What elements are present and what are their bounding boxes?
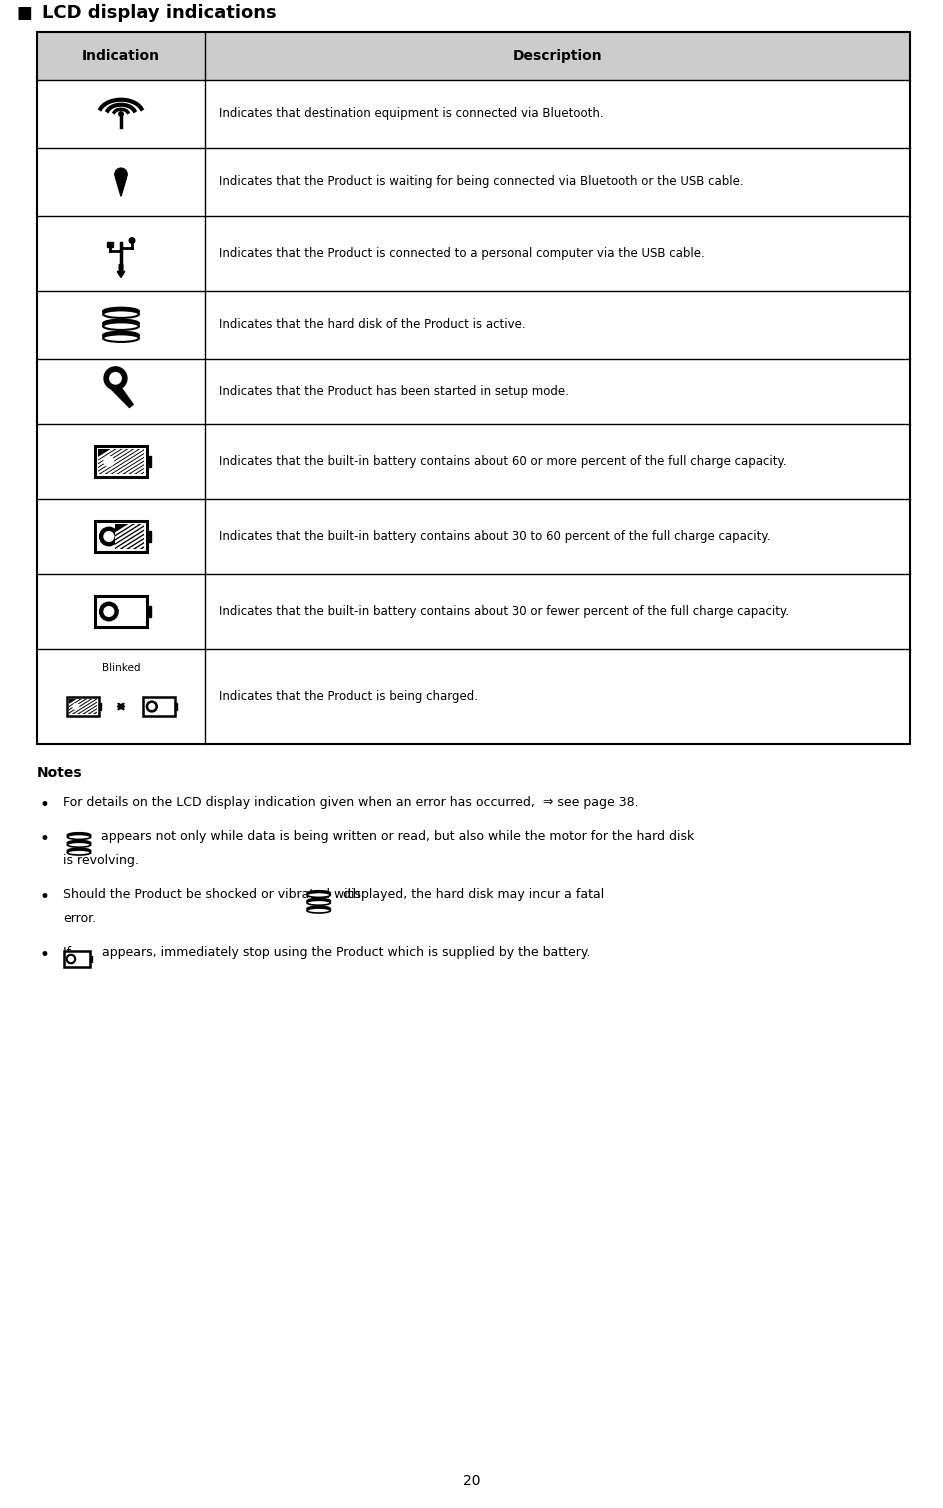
Bar bbox=[69, 700, 97, 713]
Ellipse shape bbox=[307, 908, 330, 912]
Ellipse shape bbox=[103, 332, 139, 339]
Text: •: • bbox=[39, 888, 49, 906]
Bar bbox=[174, 703, 176, 710]
Ellipse shape bbox=[67, 851, 91, 855]
Text: Indicates that the Product is being charged.: Indicates that the Product is being char… bbox=[219, 691, 478, 703]
Circle shape bbox=[146, 701, 157, 712]
Bar bbox=[37, 32, 910, 743]
Bar bbox=[67, 843, 91, 846]
Text: appears not only while data is being written or read, but also while the motor f: appears not only while data is being wri… bbox=[97, 829, 694, 843]
Bar bbox=[307, 909, 330, 912]
Circle shape bbox=[73, 704, 78, 709]
Bar bbox=[143, 697, 174, 716]
Bar bbox=[103, 312, 139, 317]
Circle shape bbox=[149, 704, 155, 709]
Circle shape bbox=[119, 112, 124, 116]
Bar bbox=[115, 525, 144, 549]
Bar bbox=[99, 703, 101, 710]
Ellipse shape bbox=[307, 893, 330, 897]
Circle shape bbox=[104, 366, 127, 389]
Ellipse shape bbox=[103, 323, 139, 330]
Text: Indicates that the built-in battery contains about 30 or fewer percent of the fu: Indicates that the built-in battery cont… bbox=[219, 605, 789, 618]
Ellipse shape bbox=[307, 900, 330, 905]
Bar bbox=[103, 335, 139, 339]
Circle shape bbox=[69, 956, 74, 962]
Circle shape bbox=[109, 372, 122, 385]
Bar bbox=[94, 446, 147, 477]
Text: Description: Description bbox=[513, 48, 603, 63]
Text: If: If bbox=[63, 946, 75, 959]
Bar bbox=[307, 893, 330, 896]
Ellipse shape bbox=[307, 891, 330, 896]
Text: appears, immediately stop using the Product which is supplied by the battery.: appears, immediately stop using the Prod… bbox=[98, 946, 590, 959]
Circle shape bbox=[115, 167, 127, 181]
Text: displayed, the hard disk may incur a fatal: displayed, the hard disk may incur a fat… bbox=[339, 888, 604, 900]
Ellipse shape bbox=[307, 899, 330, 903]
Text: Indicates that destination equipment is connected via Bluetooth.: Indicates that destination equipment is … bbox=[219, 107, 604, 121]
Polygon shape bbox=[115, 178, 126, 196]
Bar bbox=[147, 531, 151, 543]
Ellipse shape bbox=[67, 840, 91, 846]
Text: Notes: Notes bbox=[37, 766, 83, 780]
Bar bbox=[67, 851, 91, 854]
Text: Should the Product be shocked or vibrated with: Should the Product be shocked or vibrate… bbox=[63, 888, 365, 900]
Ellipse shape bbox=[67, 843, 91, 847]
Text: Indicates that the Product is waiting for being connected via Bluetooth or the U: Indicates that the Product is waiting fo… bbox=[219, 175, 744, 188]
Polygon shape bbox=[108, 379, 133, 407]
Bar bbox=[37, 32, 910, 80]
Text: Blinked: Blinked bbox=[102, 664, 141, 673]
Bar bbox=[64, 952, 91, 967]
Text: ■: ■ bbox=[17, 5, 33, 23]
Circle shape bbox=[104, 532, 114, 541]
Circle shape bbox=[71, 701, 81, 712]
Bar bbox=[307, 900, 330, 903]
FancyArrow shape bbox=[117, 264, 124, 277]
Text: Indicates that the built-in battery contains about 60 or more percent of the ful: Indicates that the built-in battery cont… bbox=[219, 455, 786, 467]
Ellipse shape bbox=[103, 320, 139, 327]
Text: error.: error. bbox=[63, 912, 96, 924]
Bar bbox=[103, 324, 139, 329]
Ellipse shape bbox=[307, 906, 330, 911]
Bar bbox=[67, 835, 91, 838]
Circle shape bbox=[66, 955, 75, 964]
Ellipse shape bbox=[103, 311, 139, 318]
Text: Indicates that the Product has been started in setup mode.: Indicates that the Product has been star… bbox=[219, 385, 569, 398]
Ellipse shape bbox=[67, 834, 91, 840]
Ellipse shape bbox=[67, 849, 91, 854]
Text: Indication: Indication bbox=[82, 48, 160, 63]
Circle shape bbox=[100, 602, 118, 621]
Text: Indicates that the Product is connected to a personal computer via the USB cable: Indicates that the Product is connected … bbox=[219, 247, 704, 259]
Ellipse shape bbox=[103, 335, 139, 342]
Circle shape bbox=[100, 452, 118, 470]
Circle shape bbox=[104, 457, 114, 466]
Bar bbox=[94, 596, 147, 627]
Bar bbox=[147, 606, 151, 617]
Text: •: • bbox=[39, 829, 49, 847]
Bar bbox=[94, 522, 147, 552]
Ellipse shape bbox=[103, 308, 139, 315]
Circle shape bbox=[129, 238, 135, 243]
Text: •: • bbox=[39, 946, 49, 964]
Circle shape bbox=[104, 606, 114, 617]
Circle shape bbox=[100, 528, 118, 546]
Bar bbox=[147, 455, 151, 467]
Ellipse shape bbox=[67, 832, 91, 837]
Text: For details on the LCD display indication given when an error has occurred,  ⇒ s: For details on the LCD display indicatio… bbox=[63, 796, 638, 808]
Text: •: • bbox=[39, 796, 49, 814]
Text: Indicates that the built-in battery contains about 30 to 60 percent of the full : Indicates that the built-in battery cont… bbox=[219, 529, 770, 543]
Text: is revolving.: is revolving. bbox=[63, 854, 139, 867]
Bar bbox=[67, 697, 99, 716]
Text: LCD display indications: LCD display indications bbox=[42, 5, 276, 23]
Bar bbox=[98, 449, 144, 474]
Text: 20: 20 bbox=[463, 1473, 480, 1488]
Bar bbox=[108, 243, 112, 246]
Text: Indicates that the hard disk of the Product is active.: Indicates that the hard disk of the Prod… bbox=[219, 318, 525, 332]
